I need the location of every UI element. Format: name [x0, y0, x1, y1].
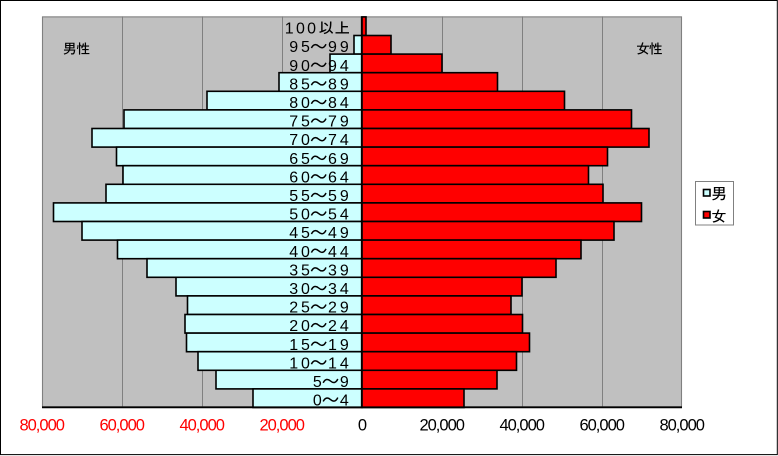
svg-text:5: 5: [301, 76, 310, 93]
svg-text:4: 4: [328, 225, 337, 242]
svg-text:4: 4: [340, 281, 349, 298]
svg-text:20,000: 20,000: [419, 417, 464, 435]
svg-text:4: 4: [340, 207, 349, 224]
svg-text:7: 7: [328, 132, 337, 149]
svg-text:5: 5: [301, 114, 310, 131]
svg-text:4: 4: [328, 244, 337, 261]
svg-text:5: 5: [301, 151, 310, 168]
svg-text:2: 2: [289, 300, 298, 317]
svg-text:9: 9: [328, 58, 337, 75]
svg-text:1: 1: [289, 355, 298, 372]
svg-text:80,000: 80,000: [659, 417, 704, 435]
svg-text:0: 0: [301, 244, 310, 261]
svg-text:8: 8: [328, 95, 337, 112]
svg-text:4: 4: [340, 132, 349, 149]
svg-text:9: 9: [340, 262, 349, 279]
svg-text:3: 3: [289, 281, 298, 298]
svg-text:3: 3: [328, 262, 337, 279]
svg-text:4: 4: [340, 244, 349, 261]
svg-text:60,000: 60,000: [579, 417, 624, 435]
svg-text:4: 4: [340, 318, 349, 335]
svg-text:1: 1: [328, 337, 337, 354]
svg-text:9: 9: [340, 114, 349, 131]
svg-text:9: 9: [340, 151, 349, 168]
svg-text:0: 0: [301, 207, 310, 224]
svg-text:0: 0: [307, 21, 316, 38]
svg-text:9: 9: [289, 39, 298, 56]
svg-text:0: 0: [301, 169, 310, 186]
svg-text:1: 1: [289, 337, 298, 354]
svg-text:4: 4: [340, 169, 349, 186]
svg-text:3: 3: [328, 281, 337, 298]
svg-text:5: 5: [301, 225, 310, 242]
svg-text:40,000: 40,000: [499, 417, 544, 435]
svg-text:6: 6: [328, 151, 337, 168]
svg-text:6: 6: [289, 169, 298, 186]
svg-text:2: 2: [328, 318, 337, 335]
svg-text:0: 0: [301, 318, 310, 335]
svg-text:5: 5: [301, 39, 310, 56]
svg-text:0: 0: [301, 281, 310, 298]
svg-text:0: 0: [313, 393, 322, 410]
svg-text:5: 5: [301, 300, 310, 317]
svg-text:0: 0: [358, 417, 367, 435]
svg-text:9: 9: [340, 39, 349, 56]
svg-text:7: 7: [328, 114, 337, 131]
svg-text:8: 8: [289, 76, 298, 93]
svg-text:2: 2: [328, 300, 337, 317]
svg-text:7: 7: [289, 114, 298, 131]
svg-text:20,000: 20,000: [259, 417, 304, 435]
svg-text:0: 0: [296, 21, 305, 38]
svg-text:80,000: 80,000: [19, 417, 64, 435]
svg-text:0: 0: [301, 95, 310, 112]
svg-text:5: 5: [301, 188, 310, 205]
svg-text:5: 5: [301, 262, 310, 279]
svg-text:9: 9: [340, 76, 349, 93]
svg-text:3: 3: [289, 262, 298, 279]
svg-text:1: 1: [285, 21, 294, 38]
svg-text:8: 8: [328, 76, 337, 93]
svg-text:6: 6: [328, 169, 337, 186]
svg-text:5: 5: [289, 188, 298, 205]
svg-text:1: 1: [328, 355, 337, 372]
svg-text:8: 8: [289, 95, 298, 112]
svg-text:9: 9: [340, 337, 349, 354]
svg-text:0: 0: [301, 58, 310, 75]
svg-text:4: 4: [340, 393, 349, 410]
svg-text:5: 5: [313, 374, 322, 391]
svg-text:7: 7: [289, 132, 298, 149]
svg-text:6: 6: [289, 151, 298, 168]
svg-text:60,000: 60,000: [99, 417, 144, 435]
svg-text:0: 0: [301, 132, 310, 149]
svg-text:4: 4: [340, 355, 349, 372]
svg-text:5: 5: [301, 337, 310, 354]
svg-text:5: 5: [328, 188, 337, 205]
svg-text:4: 4: [289, 225, 298, 242]
svg-text:9: 9: [340, 225, 349, 242]
svg-text:9: 9: [340, 374, 349, 391]
svg-text:5: 5: [328, 207, 337, 224]
svg-text:4: 4: [289, 244, 298, 261]
svg-text:40,000: 40,000: [179, 417, 224, 435]
svg-text:9: 9: [340, 300, 349, 317]
svg-text:9: 9: [340, 188, 349, 205]
svg-text:4: 4: [340, 58, 349, 75]
svg-text:5: 5: [289, 207, 298, 224]
svg-text:4: 4: [340, 95, 349, 112]
svg-text:0: 0: [301, 355, 310, 372]
svg-text:9: 9: [328, 39, 337, 56]
svg-text:9: 9: [289, 58, 298, 75]
svg-text:2: 2: [289, 318, 298, 335]
